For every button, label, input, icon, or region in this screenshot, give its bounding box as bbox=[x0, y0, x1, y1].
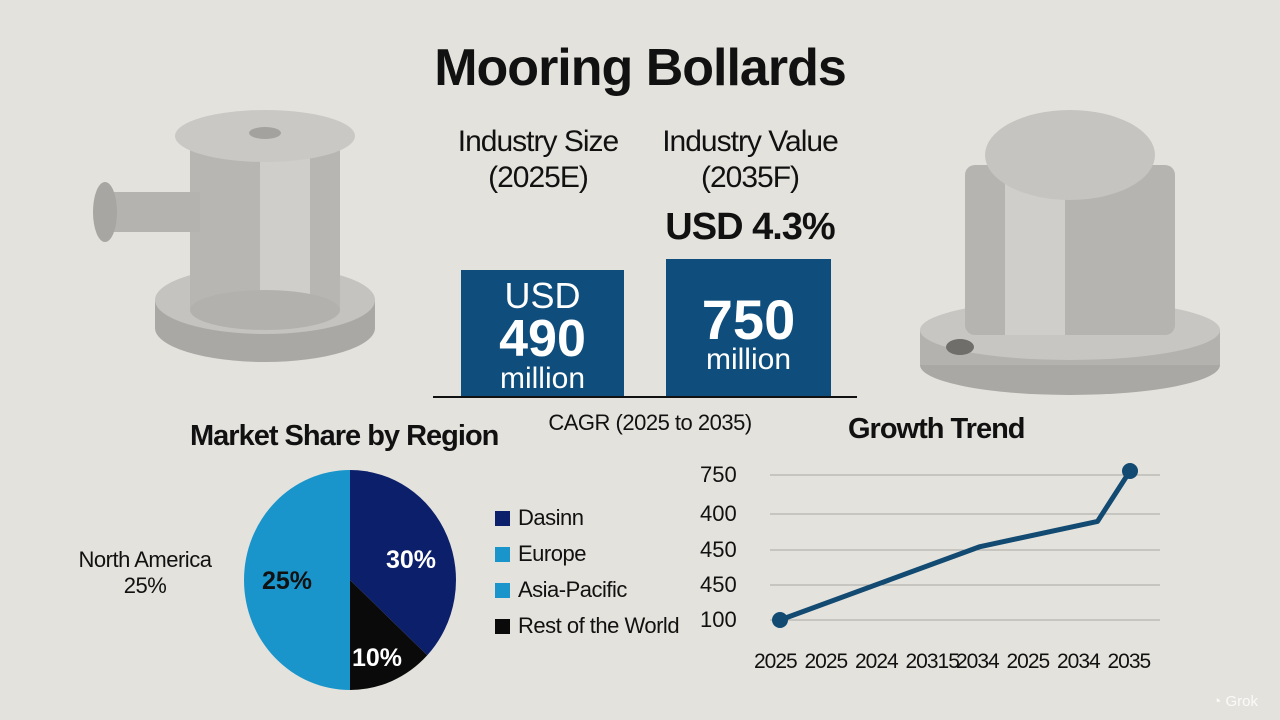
x-tick-label: 2034 bbox=[956, 650, 1000, 673]
pie-slice bbox=[244, 470, 350, 690]
industry-size-heading-line2: (2025E) bbox=[488, 161, 589, 194]
north-america-value: 25% bbox=[123, 573, 167, 598]
industry-value-unit: million bbox=[705, 343, 792, 376]
x-tick-label: 2025 bbox=[754, 650, 798, 673]
y-tick-label: 750 bbox=[700, 462, 737, 487]
data-point-marker bbox=[1122, 463, 1138, 479]
legend-item-europe: Europe bbox=[495, 536, 679, 572]
legend-swatch bbox=[495, 618, 510, 634]
watermark-grok: ◔ Grok bbox=[1212, 693, 1258, 710]
legend-item-rest-of-world: Rest of the World bbox=[495, 608, 680, 644]
y-tick-label: 450 bbox=[700, 537, 737, 562]
industry-size-value: 490 bbox=[499, 310, 586, 368]
data-point-marker bbox=[772, 612, 788, 628]
industry-size-heading: Industry Size (2025E) bbox=[438, 124, 638, 196]
growth-line bbox=[779, 469, 1133, 623]
x-tick-label: 20315 bbox=[905, 650, 960, 673]
north-america-label: North America 25% bbox=[60, 547, 230, 599]
pie-legend: Dasinn Europe Asia-Pacific Rest of the W… bbox=[495, 500, 680, 644]
pie-label-rest-of-world: 10% bbox=[352, 644, 403, 672]
industry-size-box: USD 490 million bbox=[461, 270, 624, 397]
legend-swatch bbox=[495, 546, 510, 562]
bollard-illustration-right bbox=[920, 110, 1220, 395]
industry-value-box: 750 million bbox=[666, 259, 831, 397]
legend-item-asia-pacific: Asia-Pacific bbox=[495, 572, 679, 608]
legend-label: Europe bbox=[518, 541, 586, 566]
x-tick-label: 2024 bbox=[855, 650, 899, 673]
industry-size-unit: million bbox=[499, 362, 586, 395]
watermark-text: Grok bbox=[1225, 693, 1258, 710]
y-tick-label: 100 bbox=[700, 607, 737, 632]
legend-item-dasinn: Dasinn bbox=[495, 500, 679, 536]
legend-swatch bbox=[495, 510, 510, 526]
industry-value-heading-line1: Industry Value bbox=[662, 125, 839, 158]
legend-label: Rest of the World bbox=[518, 613, 680, 638]
pie-label-asia-pacific: 25% bbox=[262, 567, 313, 595]
pie-slice bbox=[350, 470, 456, 656]
baseline-divider bbox=[433, 396, 857, 398]
line-chart-title: Growth Trend bbox=[848, 413, 1025, 445]
industry-value-value: 750 bbox=[701, 288, 796, 351]
industry-value-heading: Industry Value (2035F) bbox=[640, 124, 860, 196]
x-tick-label: 2025 bbox=[804, 650, 849, 673]
pie-chart-title: Market Share by Region bbox=[190, 420, 499, 452]
line-chart bbox=[770, 463, 1160, 628]
page-title: Mooring Bollards bbox=[434, 39, 847, 97]
pie-label-dasinn: 30% bbox=[386, 546, 437, 574]
industry-value-heading-line2: (2035F) bbox=[700, 161, 800, 194]
cagr-value: USD 4.3% bbox=[665, 206, 835, 248]
pie-chart bbox=[244, 470, 456, 690]
x-tick-label: 2035 bbox=[1107, 650, 1152, 673]
y-tick-label: 400 bbox=[700, 501, 737, 526]
x-tick-label: 2034 bbox=[1057, 650, 1101, 673]
bollard-illustration-left bbox=[93, 110, 375, 362]
legend-label: Dasinn bbox=[518, 505, 584, 530]
y-tick-label: 450 bbox=[700, 572, 737, 597]
industry-size-prefix: USD bbox=[504, 275, 581, 316]
x-tick-label: 2025 bbox=[1006, 650, 1051, 673]
legend-label: Asia-Pacific bbox=[518, 577, 627, 602]
pie-slice bbox=[350, 580, 428, 690]
cagr-label: CAGR (2025 to 2035) bbox=[548, 410, 752, 435]
north-america-name: North America bbox=[78, 547, 212, 572]
industry-size-heading-line1: Industry Size bbox=[457, 125, 619, 158]
legend-swatch bbox=[495, 582, 510, 598]
